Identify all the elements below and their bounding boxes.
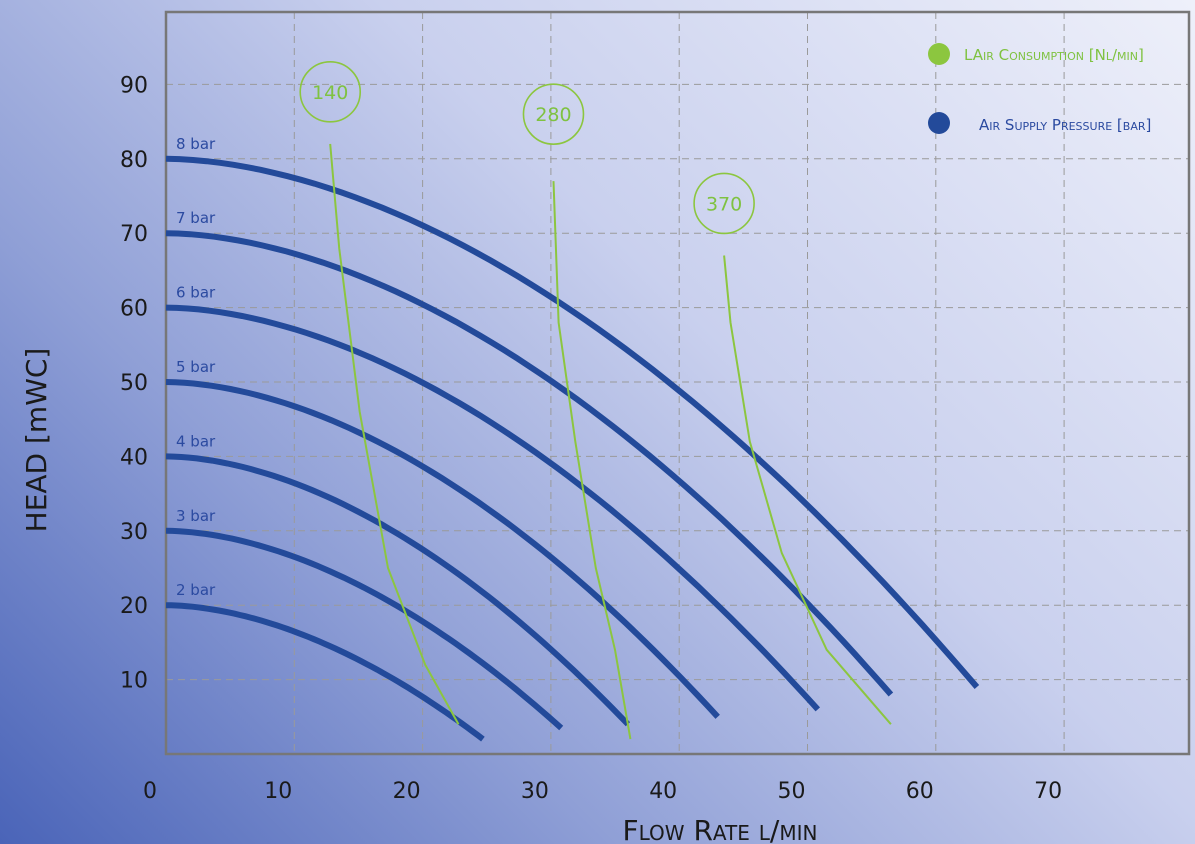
- pressure-series-group: 8 bar 7 bar 6 bar 5 bar 4 bar 3 bar 2 bar: [165, 135, 980, 742]
- consumption-curve-370: [723, 255, 892, 725]
- y-tick-label: 90: [120, 73, 148, 98]
- pressure-curve-label: 3 bar: [176, 507, 216, 525]
- legend-label-pressure: Air Supply Pressure [bar]: [979, 116, 1151, 134]
- pressure-curve-7-bar: [165, 230, 894, 697]
- pressure-curve-5-bar: [165, 379, 720, 719]
- x-tick-label: 40: [649, 779, 677, 804]
- x-tick-label: 50: [778, 779, 806, 804]
- x-tick-label: 60: [906, 779, 934, 804]
- pressure-curve-label: 8 bar: [176, 135, 216, 153]
- pressure-curve-label: 6 bar: [176, 284, 216, 302]
- pressure-curve-label: 4 bar: [176, 432, 216, 450]
- y-tick-label: 70: [120, 222, 148, 247]
- x-axis-ticks: 0 10 20 30 40 50 60 70: [143, 779, 1062, 804]
- pressure-curve-3-bar: [165, 527, 564, 731]
- y-tick-label: 80: [120, 148, 148, 173]
- y-tick-label: 10: [120, 669, 148, 694]
- consumption-series-group: 140 280 370: [299, 61, 892, 740]
- legend: LAir Consumption [Nl/min] Air Supply Pre…: [928, 43, 1151, 134]
- consumption-bubble: [693, 172, 755, 235]
- x-tick-label: 20: [393, 779, 421, 804]
- x-tick-label: 10: [264, 779, 292, 804]
- pressure-curve-4-bar: [165, 453, 631, 727]
- consumption-curve-280: [552, 181, 632, 740]
- x-tick-label: 0: [143, 779, 157, 804]
- pressure-curve-label: 7 bar: [176, 209, 216, 227]
- x-tick-label: 30: [521, 779, 549, 804]
- pressure-curve-label: 5 bar: [176, 358, 216, 376]
- consumption-bubble-label: 140: [312, 82, 348, 104]
- y-axis-title: HEAD [mWC]: [20, 348, 53, 533]
- x-tick-label: 70: [1034, 779, 1062, 804]
- legend-green-dot-icon: [928, 43, 950, 65]
- y-tick-label: 60: [120, 297, 148, 322]
- grid: [166, 12, 1189, 754]
- y-tick-label: 20: [120, 594, 148, 619]
- pressure-curve-2-bar: [165, 602, 485, 742]
- legend-label-consumption: LAir Consumption [Nl/min]: [964, 46, 1144, 64]
- pressure-curve-6-bar: [165, 304, 821, 712]
- consumption-bubble-label: 280: [535, 104, 571, 126]
- x-axis-title: Flow Rate l/min: [623, 814, 818, 844]
- pressure-curve-label: 2 bar: [176, 581, 216, 599]
- y-axis-ticks: 10 20 30 40 50 60 70 80 90: [120, 73, 148, 693]
- consumption-bubble: [522, 83, 585, 145]
- y-tick-label: 40: [120, 445, 148, 470]
- y-tick-label: 30: [120, 520, 148, 545]
- consumption-bubble: [299, 61, 362, 123]
- consumption-curve-140: [329, 143, 460, 725]
- legend-blue-dot-icon: [928, 112, 950, 134]
- consumption-bubble-label: 370: [706, 193, 742, 215]
- pressure-curve-8-bar: [165, 155, 980, 689]
- y-tick-label: 50: [120, 371, 148, 396]
